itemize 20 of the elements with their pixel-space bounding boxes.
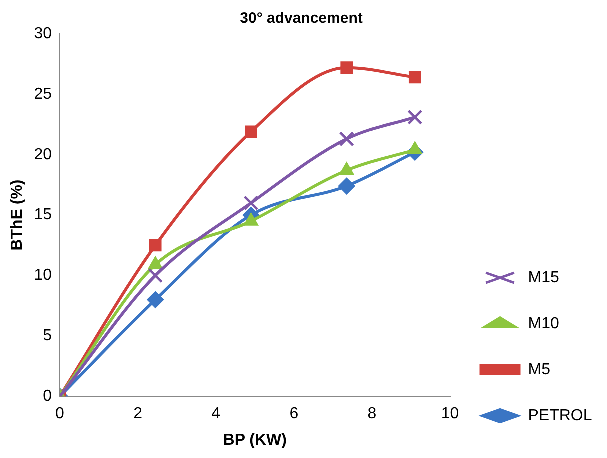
y-tick-label: 0 <box>43 388 52 406</box>
x-tick-label: 0 <box>56 406 65 423</box>
legend-label: M10 <box>528 315 560 332</box>
x-tick-label: 2 <box>134 406 143 423</box>
x-axis-title: BP (KW) <box>223 432 287 449</box>
x-tick-label: 10 <box>441 406 460 423</box>
y-tick-label: 25 <box>34 86 52 103</box>
legend-label: M15 <box>528 269 560 286</box>
x-tick-label: 6 <box>290 406 299 423</box>
y-tick-label: 30 <box>34 25 52 42</box>
legend-label: PETROL <box>528 407 592 424</box>
y-tick-label: 5 <box>43 328 52 345</box>
legend-label: M5 <box>528 361 551 378</box>
chart-title: 30° advancement <box>240 10 363 28</box>
y-axis-title: BThE (%) <box>9 180 26 251</box>
x-tick-label: 4 <box>212 406 221 423</box>
y-tick-label: 10 <box>34 267 52 284</box>
y-tick-label: 15 <box>34 206 52 224</box>
x-tick-label: 8 <box>368 406 377 423</box>
y-tick-label: 20 <box>34 146 52 164</box>
